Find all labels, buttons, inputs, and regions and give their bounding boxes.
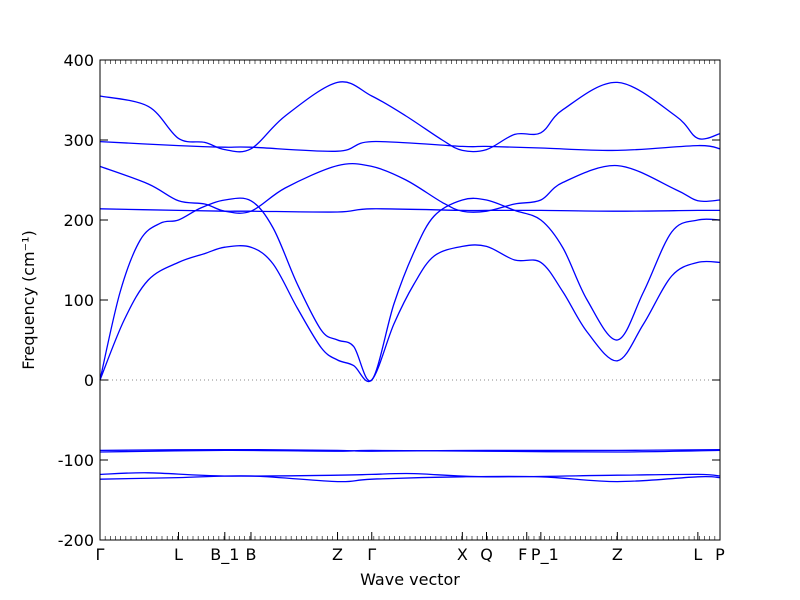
x-tick-label-1: L: [174, 545, 183, 564]
x-tick-label-12: P: [715, 545, 725, 564]
plot-area: [99, 81, 721, 483]
band-line-9: [99, 472, 721, 478]
y-tick-label: -100: [58, 451, 94, 470]
x-axis-label: Wave vector: [360, 570, 460, 589]
y-tick-label: -200: [58, 531, 94, 550]
band-line-2: [99, 140, 721, 152]
band-line-10: [99, 475, 721, 483]
x-tick-label-6: X: [457, 545, 468, 564]
x-tick-label-7: Q: [480, 545, 493, 564]
band-line-4: [99, 208, 721, 213]
y-tick-label: 400: [63, 51, 94, 70]
x-tick-label-4: Z: [332, 545, 343, 564]
y-tick-label: 100: [63, 291, 94, 310]
x-axis: Γ L B_1 B Z Γ X Q F P_1 Z L P: [96, 60, 725, 565]
band-line-3: [99, 162, 721, 214]
x-tick-label-8: F: [518, 545, 527, 564]
band-line-1: [99, 81, 721, 153]
band-line-7: [99, 448, 721, 452]
x-tick-label-9: P_1: [531, 545, 559, 565]
x-tick-label-11: L: [693, 545, 702, 564]
y-tick-label: 0: [84, 371, 94, 390]
band-line-6: [99, 244, 721, 383]
x-tick-label-3: B: [245, 545, 256, 564]
band-line-8: [99, 449, 721, 453]
y-tick-label: 300: [63, 131, 94, 150]
y-axis: -200 -100 0 100 200 300 400: [58, 51, 720, 550]
x-tick-label-10: Z: [612, 545, 623, 564]
y-axis-label: Frequency (cm⁻¹): [19, 230, 38, 369]
x-tick-label-2: B_1: [210, 545, 239, 565]
x-tick-label-5: Γ: [367, 545, 376, 564]
band-line-5: [99, 197, 721, 382]
y-tick-label: 200: [63, 211, 94, 230]
x-tick-label-0: Γ: [96, 545, 105, 564]
